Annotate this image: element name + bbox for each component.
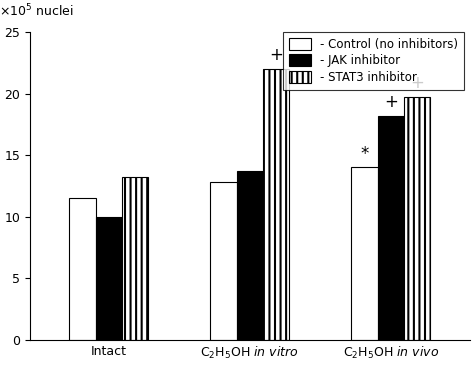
Bar <box>263 69 289 340</box>
Bar <box>122 177 148 340</box>
Text: +: + <box>269 46 283 64</box>
Text: +: + <box>384 93 398 111</box>
Bar <box>378 116 404 340</box>
Legend: - Control (no inhibitors), - JAK inhibitor, - STAT3 inhibitor: - Control (no inhibitors), - JAK inhibit… <box>283 32 464 90</box>
Text: +: + <box>410 74 424 92</box>
Bar <box>404 97 430 340</box>
Bar <box>69 198 96 340</box>
Bar <box>351 168 378 340</box>
Bar <box>237 171 263 340</box>
Bar <box>210 182 237 340</box>
Text: $\times$10$^5$ nuclei: $\times$10$^5$ nuclei <box>0 3 73 20</box>
Bar <box>96 217 122 340</box>
Text: *: * <box>360 145 369 162</box>
